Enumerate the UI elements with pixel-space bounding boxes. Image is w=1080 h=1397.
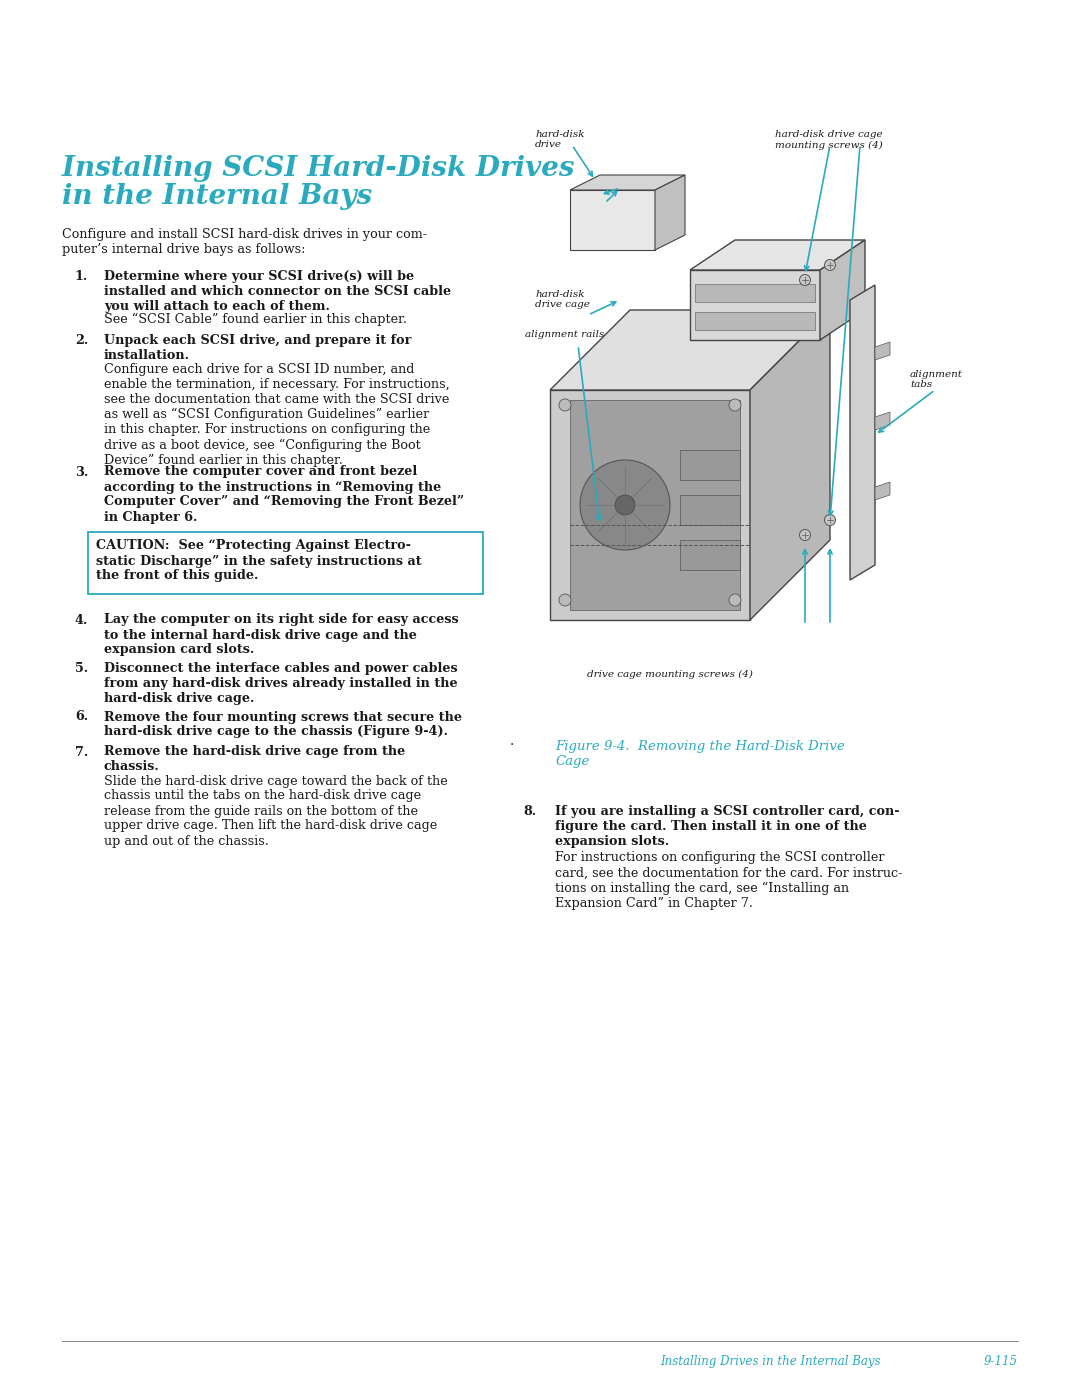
Polygon shape [680,495,740,525]
Text: Unpack each SCSI drive, and prepare it for
installation.: Unpack each SCSI drive, and prepare it f… [104,334,411,362]
Text: 2.: 2. [75,334,87,346]
Text: I: I [62,155,75,182]
Text: For instructions on configuring the SCSI controller
card, see the documentation : For instructions on configuring the SCSI… [555,852,903,909]
Text: hard-disk
drive cage: hard-disk drive cage [535,291,590,309]
Polygon shape [820,240,865,339]
Circle shape [824,514,836,525]
Polygon shape [570,175,685,190]
Text: Lay the computer on its right side for easy access
to the internal hard-disk dri: Lay the computer on its right side for e… [104,613,459,657]
Text: 3.: 3. [75,465,87,479]
Text: Remove the computer cover and front bezel
according to the instructions in “Remo: Remove the computer cover and front beze… [104,465,464,524]
Text: Remove the hard-disk drive cage from the
chassis.: Remove the hard-disk drive cage from the… [104,746,405,774]
Polygon shape [875,482,890,500]
Polygon shape [680,541,740,570]
Text: 4.: 4. [75,613,87,626]
Polygon shape [550,310,831,390]
Bar [87,531,483,594]
Circle shape [729,594,741,606]
Text: Configure each drive for a SCSI ID number, and
enable the termination, if necess: Configure each drive for a SCSI ID numbe… [104,363,449,467]
Polygon shape [570,400,740,610]
Text: Disconnect the interface cables and power cables
from any hard-disk drives alrea: Disconnect the interface cables and powe… [104,662,458,705]
Polygon shape [570,190,654,250]
Polygon shape [875,412,890,430]
Text: Remove the four mounting screws that secure the
hard-disk drive cage to the chas: Remove the four mounting screws that sec… [104,711,462,739]
Text: If you are installing a SCSI controller card, con-
figure the card. Then install: If you are installing a SCSI controller … [555,805,900,848]
Polygon shape [690,270,820,339]
Circle shape [729,400,741,411]
Text: nstalling SCSI Hard-Disk Drives: nstalling SCSI Hard-Disk Drives [75,155,575,182]
Text: 9-115: 9-115 [984,1355,1018,1368]
Polygon shape [850,285,875,580]
Polygon shape [696,284,815,302]
Text: alignment rails: alignment rails [525,330,605,339]
Polygon shape [690,240,865,270]
Text: See “SCSI Cable” found earlier in this chapter.: See “SCSI Cable” found earlier in this c… [104,313,407,326]
Circle shape [824,260,836,271]
Circle shape [559,400,571,411]
Text: in the Internal Bays: in the Internal Bays [62,183,373,210]
Text: CAUTION:  See “Protecting Against Electro-
static Discharge” in the safety instr: CAUTION: See “Protecting Against Electro… [96,539,421,583]
Circle shape [615,495,635,515]
Text: Configure and install SCSI hard-disk drives in your com-
puter’s internal drive : Configure and install SCSI hard-disk dri… [62,228,427,256]
Polygon shape [696,312,815,330]
Text: hard-disk drive cage
mounting screws (4): hard-disk drive cage mounting screws (4) [775,130,882,149]
Circle shape [559,594,571,606]
Text: 5.: 5. [75,662,87,675]
Polygon shape [550,390,750,620]
Text: alignment
tabs: alignment tabs [910,370,963,390]
Circle shape [799,529,810,541]
Circle shape [580,460,670,550]
Text: Determine where your SCSI drive(s) will be
installed and which connector on the : Determine where your SCSI drive(s) will … [104,270,451,313]
Text: 6.: 6. [75,711,87,724]
Polygon shape [875,342,890,360]
Text: Slide the hard-disk drive cage toward the back of the
chassis until the tabs on : Slide the hard-disk drive cage toward th… [104,774,448,848]
Text: 1.: 1. [75,270,87,284]
Text: 8.: 8. [524,805,537,819]
Circle shape [799,274,810,285]
Polygon shape [680,450,740,481]
Polygon shape [654,175,685,250]
Text: 7.: 7. [75,746,87,759]
Text: .: . [510,733,514,747]
Text: hard-disk
drive: hard-disk drive [535,130,584,149]
Text: drive cage mounting screws (4): drive cage mounting screws (4) [588,671,753,679]
Text: Installing Drives in the Internal Bays: Installing Drives in the Internal Bays [660,1355,880,1368]
Polygon shape [750,310,831,620]
Text: Figure 9-4.  Removing the Hard-Disk Drive
Cage: Figure 9-4. Removing the Hard-Disk Drive… [555,740,845,768]
